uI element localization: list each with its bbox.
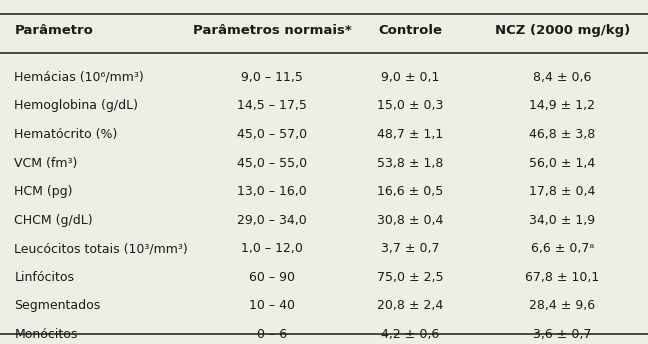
Text: 10 – 40: 10 – 40 bbox=[249, 299, 295, 312]
Text: 9,0 ± 0,1: 9,0 ± 0,1 bbox=[381, 71, 439, 84]
Text: 56,0 ± 1,4: 56,0 ± 1,4 bbox=[529, 157, 596, 170]
Text: 48,7 ± 1,1: 48,7 ± 1,1 bbox=[377, 128, 443, 141]
Text: 60 – 90: 60 – 90 bbox=[249, 271, 295, 284]
Text: 15,0 ± 0,3: 15,0 ± 0,3 bbox=[377, 99, 443, 112]
Text: 0 – 6: 0 – 6 bbox=[257, 328, 287, 341]
Text: VCM (fm³): VCM (fm³) bbox=[14, 157, 78, 170]
Text: 8,4 ± 0,6: 8,4 ± 0,6 bbox=[533, 71, 592, 84]
Text: 30,8 ± 0,4: 30,8 ± 0,4 bbox=[377, 214, 443, 227]
Text: 34,0 ± 1,9: 34,0 ± 1,9 bbox=[529, 214, 596, 227]
Text: Hemácias (10⁶/mm³): Hemácias (10⁶/mm³) bbox=[14, 71, 144, 84]
Text: NCZ (2000 mg/kg): NCZ (2000 mg/kg) bbox=[495, 24, 630, 36]
Text: Leucócitos totais (10³/mm³): Leucócitos totais (10³/mm³) bbox=[14, 242, 188, 255]
Text: 75,0 ± 2,5: 75,0 ± 2,5 bbox=[377, 271, 443, 284]
Text: Parâmetro: Parâmetro bbox=[14, 24, 93, 36]
Text: Hemoglobina (g/dL): Hemoglobina (g/dL) bbox=[14, 99, 138, 112]
Text: 46,8 ± 3,8: 46,8 ± 3,8 bbox=[529, 128, 596, 141]
Text: 45,0 – 55,0: 45,0 – 55,0 bbox=[237, 157, 307, 170]
Text: 1,0 – 12,0: 1,0 – 12,0 bbox=[241, 242, 303, 255]
Text: Controle: Controle bbox=[378, 24, 442, 36]
Text: Segmentados: Segmentados bbox=[14, 299, 100, 312]
Text: 53,8 ± 1,8: 53,8 ± 1,8 bbox=[377, 157, 443, 170]
Text: HCM (pg): HCM (pg) bbox=[14, 185, 73, 198]
Text: 29,0 – 34,0: 29,0 – 34,0 bbox=[237, 214, 307, 227]
Text: 17,8 ± 0,4: 17,8 ± 0,4 bbox=[529, 185, 596, 198]
Text: 16,6 ± 0,5: 16,6 ± 0,5 bbox=[377, 185, 443, 198]
Text: Hematócrito (%): Hematócrito (%) bbox=[14, 128, 118, 141]
Text: 3,7 ± 0,7: 3,7 ± 0,7 bbox=[381, 242, 439, 255]
Text: 14,5 – 17,5: 14,5 – 17,5 bbox=[237, 99, 307, 112]
Text: 67,8 ± 10,1: 67,8 ± 10,1 bbox=[526, 271, 599, 284]
Text: Parâmetros normais*: Parâmetros normais* bbox=[193, 24, 351, 36]
Text: 45,0 – 57,0: 45,0 – 57,0 bbox=[237, 128, 307, 141]
Text: 14,9 ± 1,2: 14,9 ± 1,2 bbox=[529, 99, 596, 112]
Text: 4,2 ± 0,6: 4,2 ± 0,6 bbox=[381, 328, 439, 341]
Text: 28,4 ± 9,6: 28,4 ± 9,6 bbox=[529, 299, 596, 312]
Text: 20,8 ± 2,4: 20,8 ± 2,4 bbox=[377, 299, 443, 312]
Text: CHCM (g/dL): CHCM (g/dL) bbox=[14, 214, 93, 227]
Text: 6,6 ± 0,7ᵃ: 6,6 ± 0,7ᵃ bbox=[531, 242, 594, 255]
Text: Monócitos: Monócitos bbox=[14, 328, 78, 341]
Text: 3,6 ± 0,7: 3,6 ± 0,7 bbox=[533, 328, 592, 341]
Text: Linfócitos: Linfócitos bbox=[14, 271, 75, 284]
Text: 9,0 – 11,5: 9,0 – 11,5 bbox=[241, 71, 303, 84]
Text: 13,0 – 16,0: 13,0 – 16,0 bbox=[237, 185, 307, 198]
